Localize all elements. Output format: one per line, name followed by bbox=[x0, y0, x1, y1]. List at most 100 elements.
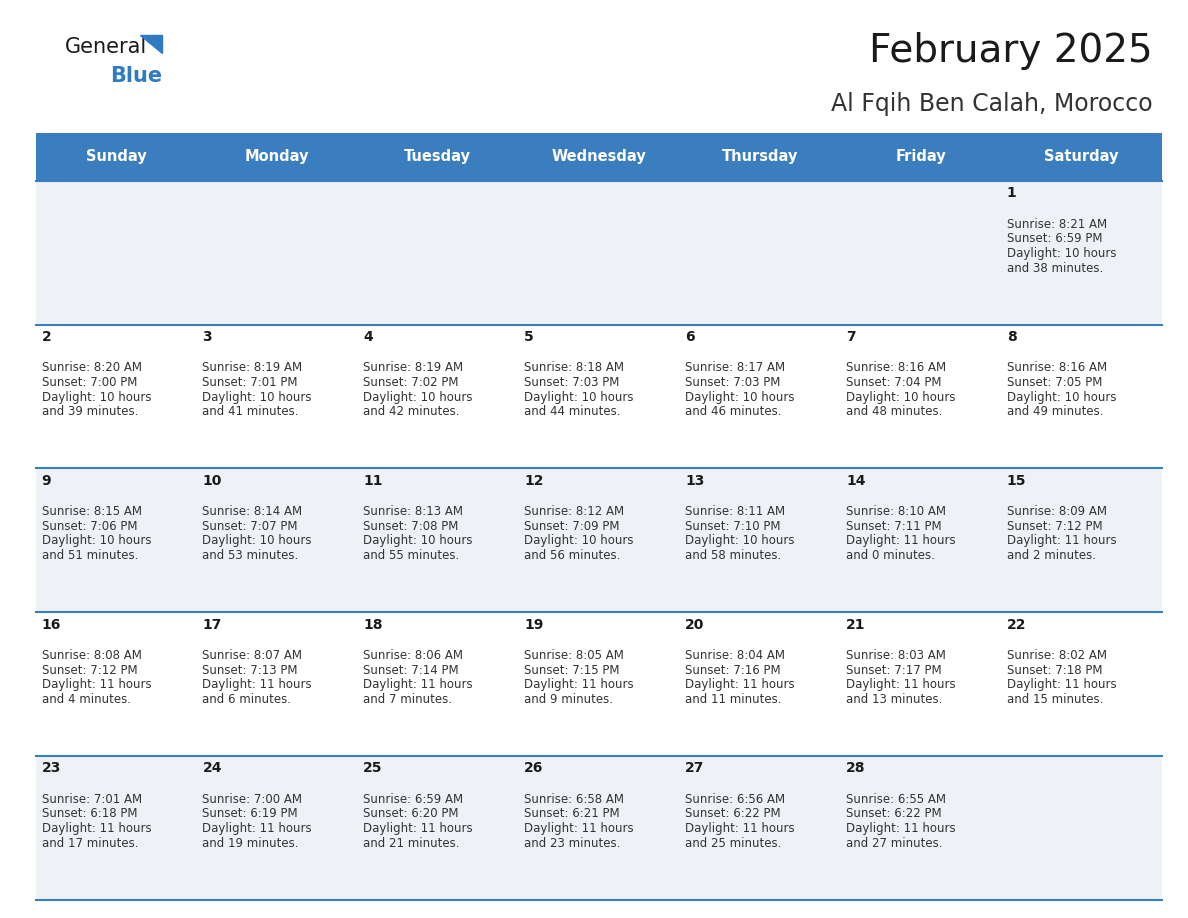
Text: 22: 22 bbox=[1007, 618, 1026, 632]
Text: and 48 minutes.: and 48 minutes. bbox=[846, 406, 942, 419]
Text: Daylight: 11 hours: Daylight: 11 hours bbox=[685, 678, 795, 691]
Text: Daylight: 10 hours: Daylight: 10 hours bbox=[364, 534, 473, 547]
Text: Sunset: 7:15 PM: Sunset: 7:15 PM bbox=[524, 664, 620, 677]
Text: Thursday: Thursday bbox=[721, 150, 798, 164]
Text: Sunset: 7:11 PM: Sunset: 7:11 PM bbox=[846, 520, 942, 532]
Text: Friday: Friday bbox=[895, 150, 946, 164]
Text: Sunrise: 8:21 AM: Sunrise: 8:21 AM bbox=[1007, 218, 1107, 230]
Text: Sunrise: 7:00 AM: Sunrise: 7:00 AM bbox=[202, 792, 303, 806]
Text: General: General bbox=[65, 37, 147, 57]
Bar bbox=[1001, 181, 1162, 325]
Text: 12: 12 bbox=[524, 474, 544, 487]
Bar bbox=[36, 133, 196, 181]
Text: 19: 19 bbox=[524, 618, 544, 632]
Text: Sunrise: 8:10 AM: Sunrise: 8:10 AM bbox=[846, 505, 946, 518]
Text: Daylight: 11 hours: Daylight: 11 hours bbox=[685, 822, 795, 835]
Text: Tuesday: Tuesday bbox=[404, 150, 472, 164]
Text: Sunrise: 8:16 AM: Sunrise: 8:16 AM bbox=[1007, 362, 1107, 375]
Text: Sunrise: 8:18 AM: Sunrise: 8:18 AM bbox=[524, 362, 624, 375]
Text: 14: 14 bbox=[846, 474, 866, 487]
Text: 5: 5 bbox=[524, 330, 533, 344]
Text: Sunrise: 8:17 AM: Sunrise: 8:17 AM bbox=[685, 362, 785, 375]
Text: Sunset: 7:08 PM: Sunset: 7:08 PM bbox=[364, 520, 459, 532]
Text: and 15 minutes.: and 15 minutes. bbox=[1007, 693, 1104, 706]
Text: Sunrise: 8:09 AM: Sunrise: 8:09 AM bbox=[1007, 505, 1107, 518]
Bar bbox=[36, 325, 196, 468]
Text: Daylight: 11 hours: Daylight: 11 hours bbox=[202, 822, 312, 835]
Text: Sunset: 6:22 PM: Sunset: 6:22 PM bbox=[685, 807, 781, 821]
Text: Sunset: 7:04 PM: Sunset: 7:04 PM bbox=[846, 376, 942, 389]
Bar bbox=[196, 181, 358, 325]
Text: 21: 21 bbox=[846, 618, 866, 632]
Text: Daylight: 10 hours: Daylight: 10 hours bbox=[1007, 247, 1117, 260]
Text: Sunrise: 6:59 AM: Sunrise: 6:59 AM bbox=[364, 792, 463, 806]
Text: 20: 20 bbox=[685, 618, 704, 632]
Bar bbox=[1001, 133, 1162, 181]
Text: Daylight: 11 hours: Daylight: 11 hours bbox=[364, 678, 473, 691]
Text: and 13 minutes.: and 13 minutes. bbox=[846, 693, 942, 706]
Text: Blue: Blue bbox=[110, 66, 163, 86]
Text: 4: 4 bbox=[364, 330, 373, 344]
Text: Daylight: 11 hours: Daylight: 11 hours bbox=[202, 678, 312, 691]
Text: Sunrise: 8:08 AM: Sunrise: 8:08 AM bbox=[42, 649, 141, 662]
Bar bbox=[518, 325, 680, 468]
Text: 6: 6 bbox=[685, 330, 695, 344]
Text: Monday: Monday bbox=[245, 150, 309, 164]
Bar bbox=[840, 325, 1001, 468]
Bar bbox=[358, 133, 518, 181]
Bar bbox=[680, 133, 840, 181]
Text: Sunset: 6:19 PM: Sunset: 6:19 PM bbox=[202, 807, 298, 821]
Text: 3: 3 bbox=[202, 330, 213, 344]
Bar bbox=[840, 756, 1001, 900]
Text: and 51 minutes.: and 51 minutes. bbox=[42, 549, 138, 562]
Text: 26: 26 bbox=[524, 761, 544, 776]
Text: Daylight: 11 hours: Daylight: 11 hours bbox=[524, 822, 634, 835]
Text: Sunrise: 8:03 AM: Sunrise: 8:03 AM bbox=[846, 649, 946, 662]
Bar bbox=[518, 468, 680, 612]
Bar bbox=[36, 756, 196, 900]
Text: Sunset: 7:03 PM: Sunset: 7:03 PM bbox=[685, 376, 781, 389]
Text: 7: 7 bbox=[846, 330, 855, 344]
Bar bbox=[840, 133, 1001, 181]
Text: Daylight: 11 hours: Daylight: 11 hours bbox=[846, 822, 955, 835]
Text: February 2025: February 2025 bbox=[868, 32, 1152, 70]
Text: Daylight: 11 hours: Daylight: 11 hours bbox=[524, 678, 634, 691]
Text: and 0 minutes.: and 0 minutes. bbox=[846, 549, 935, 562]
Text: Sunset: 7:00 PM: Sunset: 7:00 PM bbox=[42, 376, 137, 389]
Text: and 23 minutes.: and 23 minutes. bbox=[524, 836, 620, 850]
Bar bbox=[358, 468, 518, 612]
Text: 25: 25 bbox=[364, 761, 383, 776]
Text: Sunset: 6:18 PM: Sunset: 6:18 PM bbox=[42, 807, 137, 821]
Text: Sunrise: 6:55 AM: Sunrise: 6:55 AM bbox=[846, 792, 946, 806]
Bar bbox=[196, 133, 358, 181]
Text: and 58 minutes.: and 58 minutes. bbox=[685, 549, 782, 562]
Text: Daylight: 10 hours: Daylight: 10 hours bbox=[524, 391, 633, 404]
Text: Sunset: 7:02 PM: Sunset: 7:02 PM bbox=[364, 376, 459, 389]
Text: and 27 minutes.: and 27 minutes. bbox=[846, 836, 942, 850]
Text: Al Fqih Ben Calah, Morocco: Al Fqih Ben Calah, Morocco bbox=[830, 92, 1152, 116]
Bar bbox=[840, 612, 1001, 756]
Text: Daylight: 11 hours: Daylight: 11 hours bbox=[364, 822, 473, 835]
Text: Sunset: 7:14 PM: Sunset: 7:14 PM bbox=[364, 664, 459, 677]
Text: and 53 minutes.: and 53 minutes. bbox=[202, 549, 298, 562]
Text: Sunrise: 8:06 AM: Sunrise: 8:06 AM bbox=[364, 649, 463, 662]
Text: Sunset: 7:06 PM: Sunset: 7:06 PM bbox=[42, 520, 137, 532]
Bar bbox=[196, 468, 358, 612]
Text: Sunset: 7:18 PM: Sunset: 7:18 PM bbox=[1007, 664, 1102, 677]
Text: 2: 2 bbox=[42, 330, 51, 344]
Bar bbox=[680, 612, 840, 756]
Text: and 38 minutes.: and 38 minutes. bbox=[1007, 262, 1104, 274]
Text: 15: 15 bbox=[1007, 474, 1026, 487]
Bar bbox=[36, 181, 196, 325]
Text: Sunset: 7:01 PM: Sunset: 7:01 PM bbox=[202, 376, 298, 389]
Text: Sunset: 7:12 PM: Sunset: 7:12 PM bbox=[1007, 520, 1102, 532]
Text: 24: 24 bbox=[202, 761, 222, 776]
Text: and 2 minutes.: and 2 minutes. bbox=[1007, 549, 1095, 562]
Text: Sunset: 7:05 PM: Sunset: 7:05 PM bbox=[1007, 376, 1102, 389]
Bar bbox=[840, 468, 1001, 612]
Text: 9: 9 bbox=[42, 474, 51, 487]
Text: Sunrise: 8:02 AM: Sunrise: 8:02 AM bbox=[1007, 649, 1107, 662]
Text: Sunrise: 8:04 AM: Sunrise: 8:04 AM bbox=[685, 649, 785, 662]
Text: Sunset: 6:20 PM: Sunset: 6:20 PM bbox=[364, 807, 459, 821]
Text: 27: 27 bbox=[685, 761, 704, 776]
